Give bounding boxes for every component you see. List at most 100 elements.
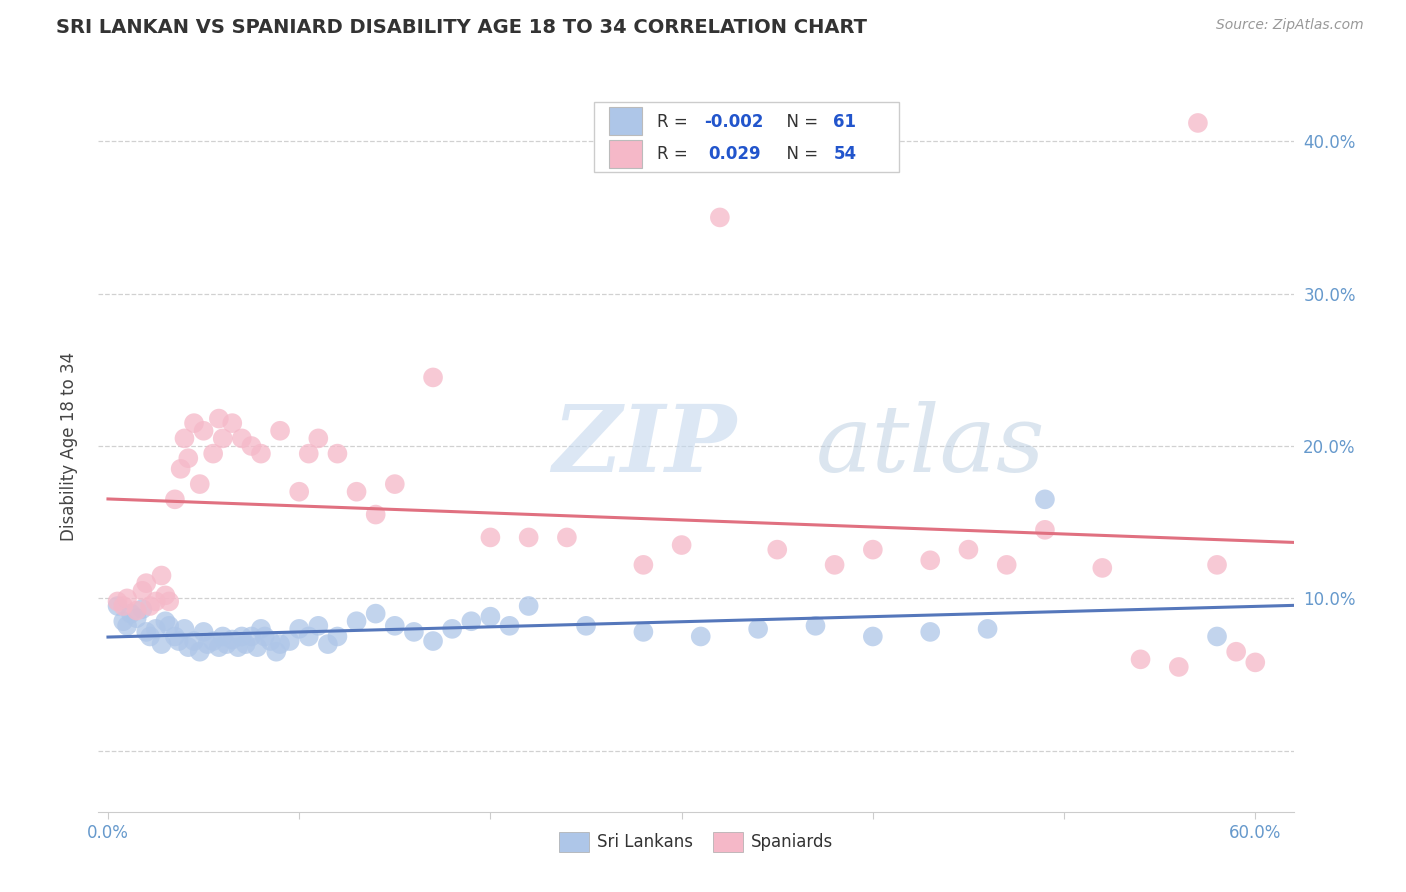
Text: 61: 61 <box>834 112 856 131</box>
Point <box>995 558 1018 572</box>
Point <box>269 424 291 438</box>
Point <box>1206 558 1229 572</box>
Point <box>135 624 157 639</box>
Point <box>862 542 884 557</box>
Text: 0.029: 0.029 <box>709 145 761 163</box>
Point <box>307 619 329 633</box>
Point <box>250 622 273 636</box>
Point <box>202 447 225 461</box>
Point <box>1225 645 1247 659</box>
Point <box>384 619 406 633</box>
Legend: Sri Lankans, Spaniards: Sri Lankans, Spaniards <box>551 826 841 858</box>
Point <box>259 634 281 648</box>
Point <box>298 630 321 644</box>
Point <box>215 637 238 651</box>
Point <box>269 637 291 651</box>
Point <box>1206 630 1229 644</box>
Point <box>517 530 540 544</box>
Point <box>1129 652 1152 666</box>
Point <box>479 530 502 544</box>
Point <box>1091 561 1114 575</box>
Text: N =: N = <box>776 112 818 131</box>
Point <box>107 599 129 613</box>
Point <box>689 630 711 644</box>
Point <box>460 614 482 628</box>
Point <box>1244 656 1267 670</box>
Point <box>193 624 215 639</box>
Text: 54: 54 <box>834 145 856 163</box>
Point <box>517 599 540 613</box>
Point <box>167 634 190 648</box>
Point <box>188 477 211 491</box>
Point <box>169 462 191 476</box>
Point <box>307 431 329 445</box>
Point <box>145 594 167 608</box>
Point <box>131 583 153 598</box>
Point <box>402 624 425 639</box>
Point <box>804 619 827 633</box>
Point <box>1033 523 1056 537</box>
Point <box>135 576 157 591</box>
Text: -0.002: -0.002 <box>704 112 763 131</box>
Point <box>422 370 444 384</box>
Y-axis label: Disability Age 18 to 34: Disability Age 18 to 34 <box>59 351 77 541</box>
Text: R =: R = <box>657 145 697 163</box>
Point <box>155 614 177 628</box>
Point <box>139 599 162 613</box>
Point <box>231 630 253 644</box>
Point <box>235 637 257 651</box>
Point <box>346 614 368 628</box>
Point <box>671 538 693 552</box>
Point <box>125 611 148 625</box>
Point <box>139 630 162 644</box>
Point <box>107 594 129 608</box>
Point <box>226 640 249 655</box>
Point <box>211 431 233 445</box>
Point <box>326 630 349 644</box>
Point <box>824 558 846 572</box>
Point <box>177 640 200 655</box>
Point <box>202 634 225 648</box>
Point <box>183 416 205 430</box>
Point <box>288 622 311 636</box>
Point <box>197 637 219 651</box>
Point <box>163 630 186 644</box>
Point <box>211 630 233 644</box>
Point <box>157 594 180 608</box>
Point <box>747 622 769 636</box>
Point <box>498 619 520 633</box>
Point <box>278 634 301 648</box>
Point <box>115 591 138 606</box>
Point <box>150 637 173 651</box>
Point <box>957 542 980 557</box>
Point <box>920 553 942 567</box>
Point <box>346 484 368 499</box>
Point <box>264 645 287 659</box>
Point <box>240 439 263 453</box>
Point <box>150 568 173 582</box>
Text: SRI LANKAN VS SPANIARD DISABILITY AGE 18 TO 34 CORRELATION CHART: SRI LANKAN VS SPANIARD DISABILITY AGE 18… <box>56 18 868 37</box>
Point <box>1033 492 1056 507</box>
Text: N =: N = <box>776 145 818 163</box>
Point <box>479 609 502 624</box>
Point <box>253 630 276 644</box>
Point <box>246 640 269 655</box>
Point <box>766 542 789 557</box>
Point <box>193 424 215 438</box>
Text: Source: ZipAtlas.com: Source: ZipAtlas.com <box>1216 18 1364 32</box>
Point <box>862 630 884 644</box>
Point <box>920 624 942 639</box>
Point <box>298 447 321 461</box>
Point <box>633 624 655 639</box>
Point <box>221 632 243 647</box>
Point <box>1167 660 1189 674</box>
Point <box>208 640 231 655</box>
Point <box>173 622 195 636</box>
Point <box>131 602 153 616</box>
Point <box>112 599 135 613</box>
Text: atlas: atlas <box>815 401 1045 491</box>
Point <box>240 630 263 644</box>
Text: ZIP: ZIP <box>553 401 737 491</box>
Point <box>288 484 311 499</box>
Point <box>112 614 135 628</box>
